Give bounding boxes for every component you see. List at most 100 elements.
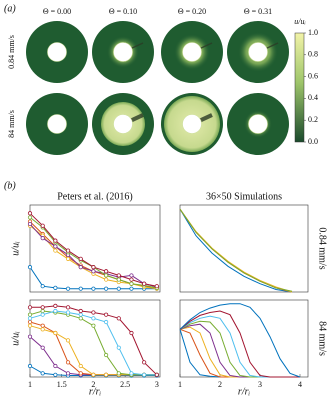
data-point [40,371,45,376]
hole [113,42,133,62]
data-point [129,281,134,286]
data-point [103,372,109,377]
data-point [53,285,58,290]
data-point [154,372,159,377]
data-point [78,371,83,376]
data-point [40,323,45,328]
crack [129,113,144,123]
data-point [154,284,159,289]
data-point [27,363,33,369]
colorbar-label: u/uᵢ [294,17,306,26]
data-point [116,345,121,350]
column-header: Θ = 0.10 [109,7,137,16]
data-point [78,256,83,261]
hole [248,42,268,62]
data-point [78,363,83,369]
data-point [78,286,83,291]
data-point [103,319,109,325]
data-point [116,277,121,282]
series-line [179,303,301,378]
data-point [103,312,109,317]
data-point [65,286,71,291]
data-point [142,372,147,377]
data-point [103,269,109,274]
x-tick-label: 1.5 [57,380,67,389]
row-label: 0.84 mm/s [7,35,16,69]
x-tick-label: 3 [258,380,262,389]
data-point [103,352,109,358]
data-point [91,310,96,315]
data-point [65,360,71,365]
data-point [129,277,134,282]
data-point [91,265,96,270]
y-axis-label: u/uᵢ [10,241,21,256]
series-line [179,208,293,293]
x-tick-label: 4 [298,380,302,389]
data-point [40,345,45,350]
data-point [78,316,83,321]
row-label: 0.84 mm/s [317,227,328,269]
series-line [179,208,293,293]
data-point [116,316,121,321]
crack [198,113,213,123]
data-point [91,286,96,291]
data-point [40,284,45,289]
data-point [129,286,134,291]
data-point [53,244,58,249]
data-point [40,308,45,314]
colorbar-tick-label: 0.4 [308,93,318,102]
data-point [91,372,96,377]
data-point [65,248,71,253]
data-point [78,308,83,314]
hole [113,114,133,134]
colorbar-tick-label: 0.6 [308,71,318,80]
data-point [40,236,45,241]
data-point [53,308,58,314]
data-point [116,371,121,376]
plot-frame [29,204,161,293]
series-line [179,208,293,292]
panel-label: (a) [4,3,16,14]
data-point [40,305,45,310]
column-header: Θ = 0.00 [43,7,71,16]
hole [182,42,202,62]
data-point [53,363,58,369]
data-point [103,277,109,282]
data-point [53,238,58,243]
data-point [91,316,96,321]
x-axis-label: r/rᵢ [89,386,102,397]
data-point [142,281,147,286]
data-point [103,286,109,291]
x-tick-label: 2 [91,380,95,389]
data-point [27,305,33,310]
data-point [65,371,71,376]
panel-label: (b) [4,180,16,191]
series-line [179,310,300,378]
data-point [40,327,45,332]
row-label: 84 mm/s [7,110,16,138]
data-point [27,334,33,339]
row-label: 84 mm/s [317,321,328,356]
data-point [91,269,96,274]
colorbar-tick-label: 0.0 [308,137,318,146]
data-point [40,223,45,228]
data-point [116,273,121,278]
data-point [53,303,58,308]
colorbar-tick-label: 0.8 [308,50,318,59]
data-point [27,316,33,321]
data-point [65,338,71,343]
x-tick-label: 3 [155,380,159,389]
data-point [129,273,134,278]
hole [182,114,202,134]
data-point [65,256,71,261]
x-axis-label: r/rᵢ [238,386,251,397]
data-point [27,221,33,227]
data-point [27,319,33,325]
x-tick-label: 2 [218,380,222,389]
x-tick-label: 1 [28,380,32,389]
data-point [53,330,58,336]
x-tick-label: 1 [178,380,182,389]
data-point [129,371,134,376]
